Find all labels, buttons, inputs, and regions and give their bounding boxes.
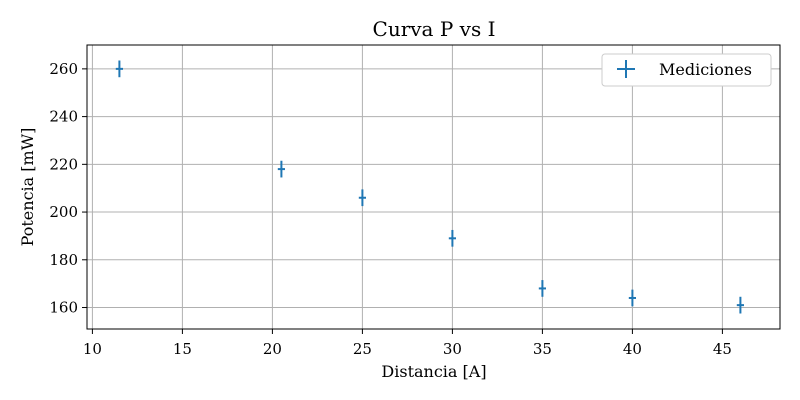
y-tick-label: 200 — [49, 203, 78, 221]
data-point — [538, 280, 546, 297]
legend-box — [601, 53, 772, 87]
y-tick-label: 220 — [49, 155, 78, 173]
x-axis-label: Distancia [A] — [381, 362, 486, 381]
y-axis-label: Potencia [mW] — [18, 128, 37, 247]
x-tick-label: 20 — [263, 340, 282, 358]
x-tick-label: 45 — [713, 340, 732, 358]
data-point — [628, 289, 636, 307]
data-point — [277, 160, 285, 178]
grid-lines — [87, 45, 780, 329]
x-tick-label: 25 — [353, 340, 372, 358]
x-tick-label: 30 — [443, 340, 462, 358]
y-tick-label: 260 — [49, 60, 78, 78]
data-points — [115, 60, 744, 314]
data-point — [358, 189, 366, 207]
data-point — [736, 296, 744, 314]
legend-entry-mediciones: Mediciones — [659, 60, 752, 79]
y-tick-label: 160 — [49, 299, 78, 317]
axis-ticks: 10 15 20 25 30 35 40 45 160 180 200 220 240 260 — [49, 60, 732, 358]
x-tick-label: 35 — [533, 340, 552, 358]
x-tick-label: 10 — [83, 340, 102, 358]
y-tick-label: 240 — [49, 108, 78, 126]
chart-title: Curva P vs I — [373, 17, 496, 41]
legend-marker — [617, 60, 635, 78]
x-tick-label: 40 — [623, 340, 642, 358]
x-tick-label: 15 — [173, 340, 192, 358]
y-tick-label: 180 — [49, 251, 78, 269]
data-point — [448, 229, 456, 247]
legend: Mediciones — [601, 53, 772, 87]
plot-frame — [86, 44, 781, 330]
data-point — [115, 60, 123, 78]
